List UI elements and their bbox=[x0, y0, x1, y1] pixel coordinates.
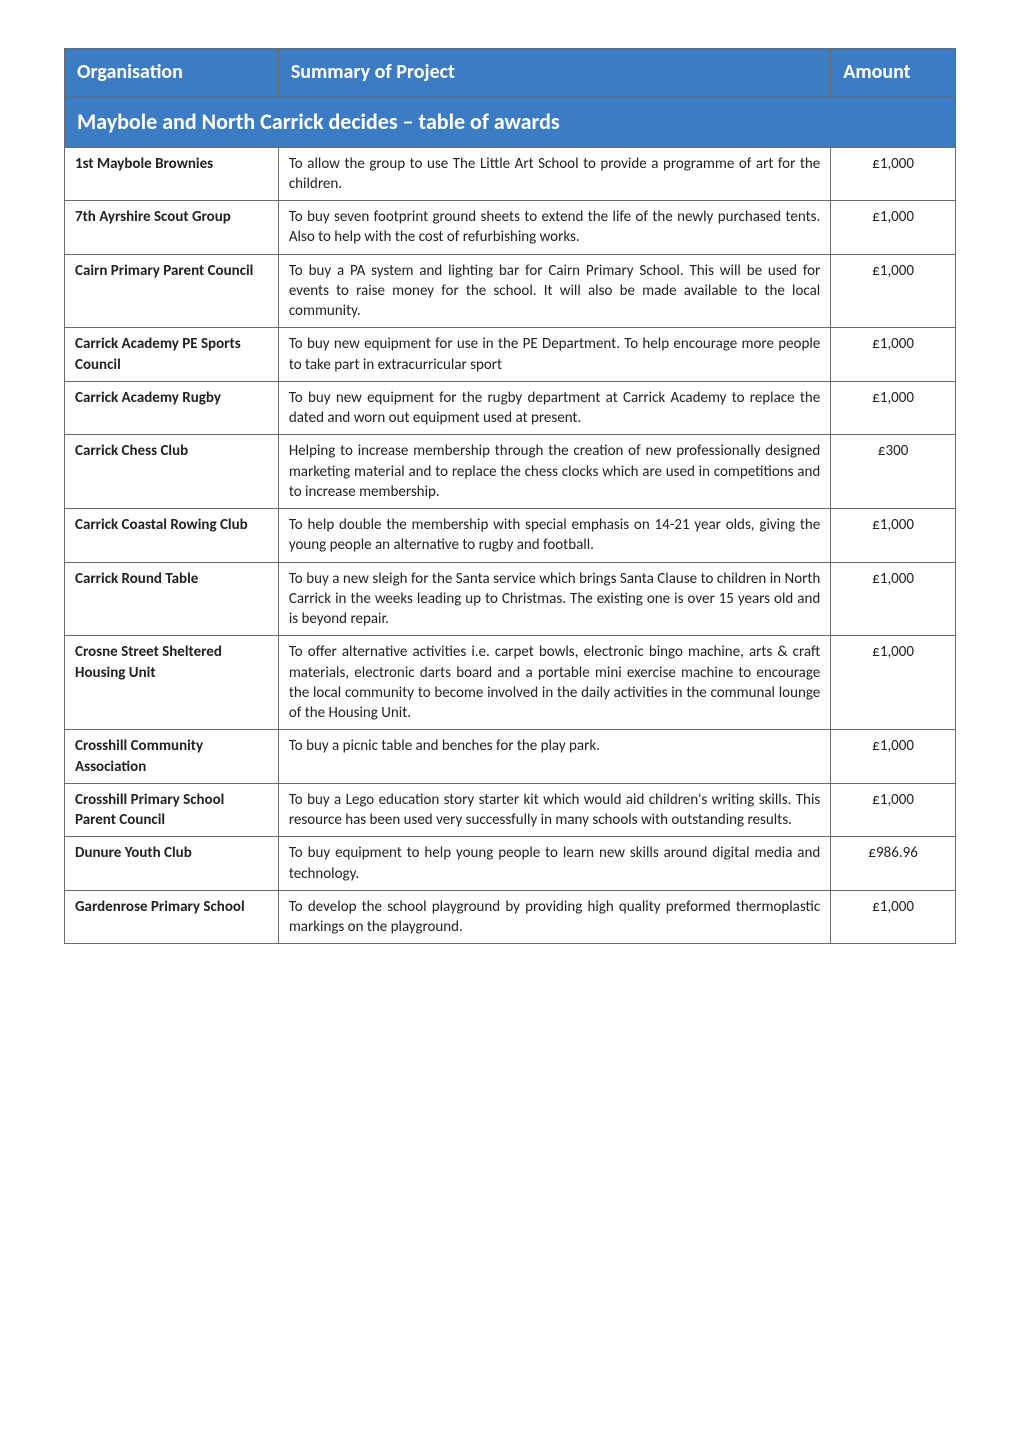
table-row: Dunure Youth ClubTo buy equipment to hel… bbox=[65, 837, 956, 891]
table-header-row: Organisation Summary of Project Amount bbox=[65, 49, 956, 97]
cell-amount: £1,000 bbox=[831, 730, 956, 784]
cell-amount: £1,000 bbox=[831, 783, 956, 837]
cell-organisation: Carrick Coastal Rowing Club bbox=[65, 509, 279, 563]
cell-summary: To buy new equipment for the rugby depar… bbox=[278, 381, 830, 435]
cell-summary: To buy a Lego education story starter ki… bbox=[278, 783, 830, 837]
table-row: Gardenrose Primary SchoolTo develop the … bbox=[65, 890, 956, 944]
cell-amount: £1,000 bbox=[831, 509, 956, 563]
col-header-summary: Summary of Project bbox=[278, 49, 830, 97]
cell-amount: £1,000 bbox=[831, 562, 956, 636]
table-title: Maybole and North Carrick decides – tabl… bbox=[65, 97, 956, 148]
table-row: Carrick Academy RugbyTo buy new equipmen… bbox=[65, 381, 956, 435]
cell-summary: To buy a PA system and lighting bar for … bbox=[278, 254, 830, 328]
cell-summary: To develop the school playground by prov… bbox=[278, 890, 830, 944]
col-header-amount: Amount bbox=[831, 49, 956, 97]
cell-organisation: Crosshill Community Association bbox=[65, 730, 279, 784]
table-row: Crosshill Primary School Parent CouncilT… bbox=[65, 783, 956, 837]
table-row: Crosshill Community AssociationTo buy a … bbox=[65, 730, 956, 784]
cell-summary: To allow the group to use The Little Art… bbox=[278, 147, 830, 201]
cell-organisation: Carrick Academy PE Sports Council bbox=[65, 328, 279, 382]
cell-organisation: 1st Maybole Brownies bbox=[65, 147, 279, 201]
cell-amount: £1,000 bbox=[831, 636, 956, 730]
cell-amount: £300 bbox=[831, 435, 956, 509]
table-body: 1st Maybole BrowniesTo allow the group t… bbox=[65, 147, 956, 944]
cell-organisation: 7th Ayrshire Scout Group bbox=[65, 201, 279, 255]
cell-organisation: Carrick Chess Club bbox=[65, 435, 279, 509]
page: Maybole and North Carrick decides – tabl… bbox=[0, 0, 1020, 992]
table-row: Crosne Street Sheltered Housing UnitTo o… bbox=[65, 636, 956, 730]
table-row: Carrick Academy PE Sports CouncilTo buy … bbox=[65, 328, 956, 382]
cell-organisation: Dunure Youth Club bbox=[65, 837, 279, 891]
cell-amount: £1,000 bbox=[831, 328, 956, 382]
cell-summary: To help double the membership with speci… bbox=[278, 509, 830, 563]
col-header-organisation: Organisation bbox=[65, 49, 279, 97]
cell-summary: To buy new equipment for use in the PE D… bbox=[278, 328, 830, 382]
cell-amount: £1,000 bbox=[831, 381, 956, 435]
cell-organisation: Crosne Street Sheltered Housing Unit bbox=[65, 636, 279, 730]
cell-amount: £986.96 bbox=[831, 837, 956, 891]
table-title-row: Maybole and North Carrick decides – tabl… bbox=[65, 97, 956, 148]
cell-organisation: Carrick Academy Rugby bbox=[65, 381, 279, 435]
cell-summary: To buy a new sleigh for the Santa servic… bbox=[278, 562, 830, 636]
cell-amount: £1,000 bbox=[831, 147, 956, 201]
cell-summary: To buy a picnic table and benches for th… bbox=[278, 730, 830, 784]
cell-summary: To offer alternative activities i.e. car… bbox=[278, 636, 830, 730]
table-row: Carrick Chess ClubHelping to increase me… bbox=[65, 435, 956, 509]
awards-table: Maybole and North Carrick decides – tabl… bbox=[64, 48, 956, 944]
cell-summary: To buy seven footprint ground sheets to … bbox=[278, 201, 830, 255]
cell-amount: £1,000 bbox=[831, 890, 956, 944]
cell-summary: To buy equipment to help young people to… bbox=[278, 837, 830, 891]
table-row: 1st Maybole BrowniesTo allow the group t… bbox=[65, 147, 956, 201]
cell-organisation: Gardenrose Primary School bbox=[65, 890, 279, 944]
table-row: Carrick Round TableTo buy a new sleigh f… bbox=[65, 562, 956, 636]
cell-summary: Helping to increase membership through t… bbox=[278, 435, 830, 509]
cell-organisation: Cairn Primary Parent Council bbox=[65, 254, 279, 328]
cell-organisation: Crosshill Primary School Parent Council bbox=[65, 783, 279, 837]
table-row: Cairn Primary Parent CouncilTo buy a PA … bbox=[65, 254, 956, 328]
cell-organisation: Carrick Round Table bbox=[65, 562, 279, 636]
table-row: Carrick Coastal Rowing ClubTo help doubl… bbox=[65, 509, 956, 563]
table-row: 7th Ayrshire Scout GroupTo buy seven foo… bbox=[65, 201, 956, 255]
cell-amount: £1,000 bbox=[831, 254, 956, 328]
cell-amount: £1,000 bbox=[831, 201, 956, 255]
